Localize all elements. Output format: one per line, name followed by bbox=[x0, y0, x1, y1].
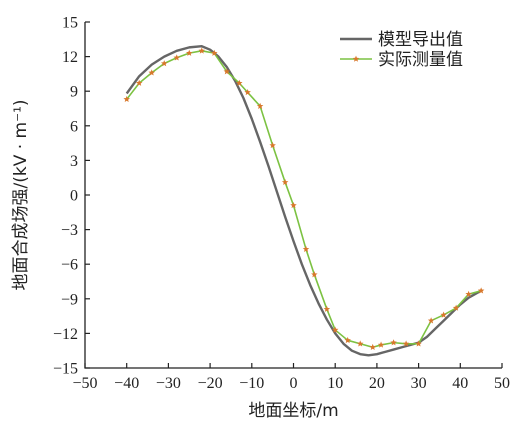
y-tick-label: 9 bbox=[70, 84, 78, 101]
series-line bbox=[126, 50, 482, 349]
data-point bbox=[377, 341, 385, 348]
x-tick-label: −30 bbox=[156, 375, 181, 392]
x-tick-label: −10 bbox=[239, 375, 264, 392]
data-point bbox=[311, 271, 318, 278]
data-point bbox=[186, 49, 193, 56]
data-point bbox=[148, 69, 155, 76]
legend-item: 实际测量值 bbox=[340, 50, 463, 70]
data-point bbox=[440, 311, 447, 318]
data-point bbox=[356, 340, 364, 347]
y-tick-label: −12 bbox=[53, 326, 78, 343]
data-point bbox=[452, 304, 460, 311]
data-point bbox=[123, 95, 130, 103]
x-axis-label: 地面坐标/m bbox=[248, 401, 338, 421]
y-tick-label: 6 bbox=[70, 118, 78, 135]
data-point bbox=[290, 201, 297, 209]
data-point bbox=[269, 142, 276, 149]
legend-item: 模型导出值 bbox=[340, 30, 463, 50]
data-point bbox=[344, 336, 351, 344]
legend-label: 实际测量值 bbox=[378, 50, 463, 70]
x-tick-label: −20 bbox=[198, 375, 223, 392]
data-point bbox=[402, 340, 410, 347]
data-point bbox=[223, 68, 231, 75]
y-tick-label: −15 bbox=[53, 361, 78, 378]
x-tick-label: −50 bbox=[72, 375, 97, 392]
data-point bbox=[211, 49, 218, 56]
series-model bbox=[125, 45, 482, 357]
series-group bbox=[123, 45, 485, 357]
data-point bbox=[161, 60, 168, 67]
y-tick-label: 15 bbox=[62, 15, 78, 32]
x-tick-label: 30 bbox=[411, 375, 427, 392]
data-point bbox=[302, 245, 310, 252]
series-line bbox=[125, 45, 482, 357]
data-point bbox=[323, 305, 331, 312]
data-point bbox=[369, 343, 376, 350]
data-point bbox=[135, 79, 143, 86]
y-tick-label: −3 bbox=[61, 222, 78, 239]
data-point bbox=[477, 287, 485, 294]
data-point bbox=[281, 178, 289, 186]
x-tick-label: 20 bbox=[369, 375, 385, 392]
x-tick-label: −40 bbox=[114, 375, 139, 392]
data-point bbox=[244, 88, 251, 96]
x-tick-label: 40 bbox=[452, 375, 468, 392]
data-point bbox=[427, 317, 435, 324]
y-tick-label: −9 bbox=[61, 291, 78, 308]
data-point bbox=[198, 47, 205, 54]
data-point bbox=[390, 339, 397, 346]
y-tick-label: −6 bbox=[61, 257, 78, 274]
data-point bbox=[256, 102, 264, 109]
legend-marker bbox=[352, 55, 360, 62]
y-tick-label: 12 bbox=[62, 49, 78, 66]
series-measured bbox=[123, 47, 485, 350]
data-point bbox=[415, 340, 422, 347]
x-tick-label: 10 bbox=[327, 375, 343, 392]
data-point bbox=[236, 79, 243, 86]
x-tick-label: 50 bbox=[494, 375, 510, 392]
y-tick-label: 0 bbox=[70, 188, 78, 205]
data-point bbox=[331, 326, 339, 333]
y-tick-label: 3 bbox=[70, 153, 78, 170]
data-point bbox=[173, 54, 180, 61]
data-point bbox=[465, 290, 472, 297]
legend-label: 模型导出值 bbox=[378, 30, 463, 50]
x-tick-label: 0 bbox=[290, 375, 298, 392]
y-axis-label: 地面合成场强/(kV · m⁻¹) bbox=[11, 99, 31, 290]
